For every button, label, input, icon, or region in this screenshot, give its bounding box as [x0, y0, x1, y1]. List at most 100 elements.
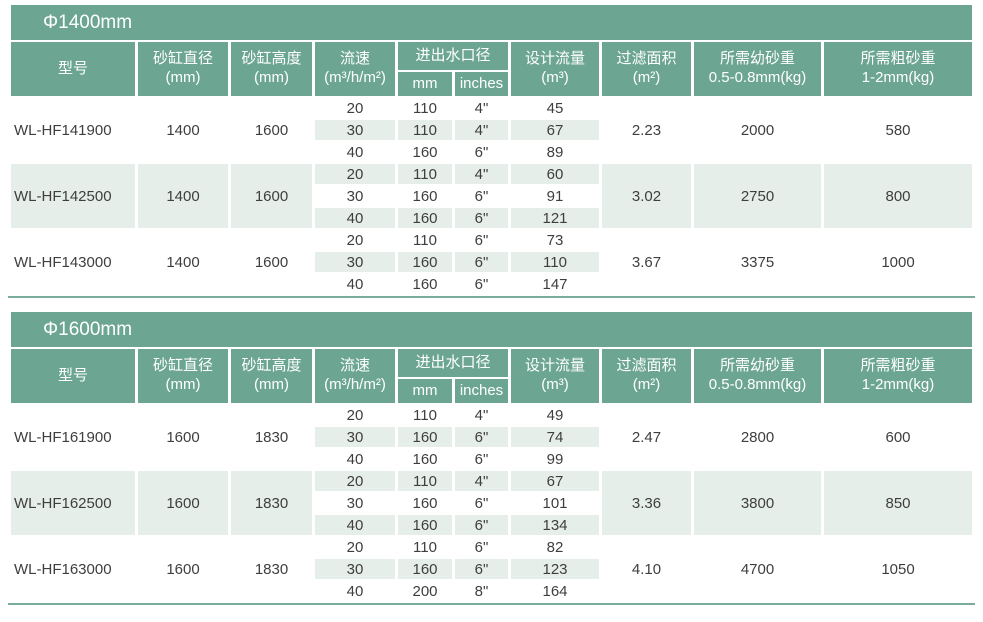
design-flow-cell: 123 — [511, 559, 599, 579]
fine-sand-cell: 4700 — [694, 537, 821, 601]
col-header-design-flow: 设计流量 (m³) — [511, 349, 599, 403]
port-mm-cell: 160 — [398, 449, 452, 469]
design-flow-cell: 60 — [511, 164, 599, 184]
header-subrow: mm inches — [11, 72, 972, 96]
model-cell: WL-HF162500 — [11, 471, 135, 535]
port-mm-cell: 110 — [398, 230, 452, 250]
table-row: 30 160 6" 101 — [11, 493, 972, 513]
filter-area-cell: 3.02 — [602, 164, 691, 228]
col-header-flow: 流速 (m³/h/m²) — [315, 349, 395, 403]
fine-sand-cell: 2750 — [694, 164, 821, 228]
flow-rate-cell: 20 — [315, 98, 395, 118]
design-flow-cell: 67 — [511, 120, 599, 140]
fine-sand-cell: 3375 — [694, 230, 821, 294]
table-row: 30 160 6" 74 — [11, 427, 972, 447]
flow-rate-cell: 20 — [315, 164, 395, 184]
table-row: 40 160 6" 99 — [11, 449, 972, 469]
port-mm-cell: 160 — [398, 559, 452, 579]
col-header-coarse-sand: 所需粗砂重 1-2mm(kg) — [824, 349, 973, 403]
col-header-port-mm: mm — [398, 72, 452, 96]
diameter-cell: 1400 — [138, 230, 228, 294]
coarse-sand-cell: 800 — [824, 164, 973, 228]
col-header-fine-sand: 所需幼砂重 0.5-0.8mm(kg) — [694, 349, 821, 403]
col-header-model: 型号 — [11, 42, 135, 96]
port-inches-cell: 4" — [455, 164, 508, 184]
model-cell: WL-HF141900 — [11, 98, 135, 162]
table-title-row: Φ1400mm — [11, 5, 973, 40]
fine-sand-cell: 2800 — [694, 405, 821, 469]
model-cell: WL-HF142500 — [11, 164, 135, 228]
flow-rate-cell: 30 — [315, 120, 395, 140]
design-flow-cell: 164 — [511, 581, 599, 601]
design-flow-cell: 101 — [511, 493, 599, 513]
table-row: WL-HF143000 1400 1600 20 110 6" 73 3.67 3375 1000 — [11, 230, 973, 294]
port-mm-cell: 200 — [398, 581, 452, 601]
table-row: 30 160 6" 123 — [11, 559, 972, 579]
port-inches-cell: 6" — [455, 449, 508, 469]
col-header-port: 进出水口径 — [398, 349, 508, 377]
col-header-model: 型号 — [11, 349, 135, 403]
coarse-sand-cell: 1000 — [824, 230, 973, 294]
table-body-1600: WL-HF161900 1600 1830 20 110 4" 49 2.47 2800 600 3… — [11, 405, 973, 601]
table-row: 40 160 6" 121 — [11, 208, 972, 228]
design-flow-cell: 45 — [511, 98, 599, 118]
flow-rate-cell: 30 — [315, 427, 395, 447]
port-mm-cell: 160 — [398, 493, 452, 513]
port-inches-cell: 4" — [455, 98, 508, 118]
model-cell: WL-HF143000 — [11, 230, 135, 294]
table-row: WL-HF162500 1600 1830 20 110 4" 67 3.36 3800 850 — [11, 471, 973, 535]
coarse-sand-cell: 600 — [824, 405, 973, 469]
port-inches-cell: 6" — [455, 559, 508, 579]
flow-rate-cell: 20 — [315, 230, 395, 250]
table-title-row: Φ1600mm — [11, 312, 973, 347]
coarse-sand-cell: 850 — [824, 471, 973, 535]
col-header-diameter: 砂缸直径 (mm) — [138, 349, 228, 403]
port-mm-cell: 160 — [398, 515, 452, 535]
port-mm-cell: 160 — [398, 186, 452, 206]
diameter-cell: 1400 — [138, 164, 228, 228]
col-header-port-inches: inches — [455, 379, 508, 403]
design-flow-cell: 147 — [511, 274, 599, 294]
flow-rate-cell: 20 — [315, 537, 395, 557]
col-header-design-flow: 设计流量 (m³) — [511, 42, 599, 96]
filter-area-cell: 3.67 — [602, 230, 691, 294]
design-flow-cell: 73 — [511, 230, 599, 250]
table-row: WL-HF142500 1400 1600 20 110 4" 60 3.02 2750 800 — [11, 164, 973, 228]
filter-area-cell: 2.23 — [602, 98, 691, 162]
col-header-height: 砂缸高度 (mm) — [231, 42, 312, 96]
port-inches-cell: 6" — [455, 208, 508, 228]
flow-rate-cell: 40 — [315, 515, 395, 535]
port-inches-cell: 4" — [455, 471, 508, 491]
port-mm-cell: 110 — [398, 405, 452, 425]
port-inches-cell: 6" — [455, 427, 508, 447]
filter-area-cell: 4.10 — [602, 537, 691, 601]
table-body-1400: WL-HF141900 1400 1600 20 110 4" 45 2.23 2000 580 3… — [11, 98, 973, 294]
flow-rate-cell: 40 — [315, 142, 395, 162]
fine-sand-cell: 3800 — [694, 471, 821, 535]
port-inches-cell: 6" — [455, 186, 508, 206]
fine-sand-cell: 2000 — [694, 98, 821, 162]
diameter-cell: 1600 — [138, 537, 228, 601]
design-flow-cell: 91 — [511, 186, 599, 206]
col-header-port-inches: inches — [455, 72, 508, 96]
height-cell: 1600 — [231, 98, 312, 162]
flow-rate-cell: 40 — [315, 449, 395, 469]
col-header-port: 进出水口径 — [398, 42, 508, 70]
table-row: WL-HF163000 1600 1830 20 110 6" 82 4.10 4700 1050 — [11, 537, 973, 601]
table-row: WL-HF161900 1600 1830 20 110 4" 49 2.47 2800 600 — [11, 405, 973, 469]
col-header-flow: 流速 (m³/h/m²) — [315, 42, 395, 96]
flow-rate-cell: 40 — [315, 581, 395, 601]
flow-rate-cell: 20 — [315, 471, 395, 491]
diameter-cell: 1600 — [138, 405, 228, 469]
port-inches-cell: 6" — [455, 230, 508, 250]
filter-area-cell: 2.47 — [602, 405, 691, 469]
port-mm-cell: 160 — [398, 252, 452, 272]
table-title: Φ1400mm — [11, 5, 973, 40]
diameter-cell: 1400 — [138, 98, 228, 162]
filter-area-cell: 3.36 — [602, 471, 691, 535]
height-cell: 1600 — [231, 230, 312, 294]
table-row: 40 160 6" 89 — [11, 142, 972, 162]
col-header-height: 砂缸高度 (mm) — [231, 349, 312, 403]
height-cell: 1830 — [231, 471, 312, 535]
flow-rate-cell: 20 — [315, 405, 395, 425]
